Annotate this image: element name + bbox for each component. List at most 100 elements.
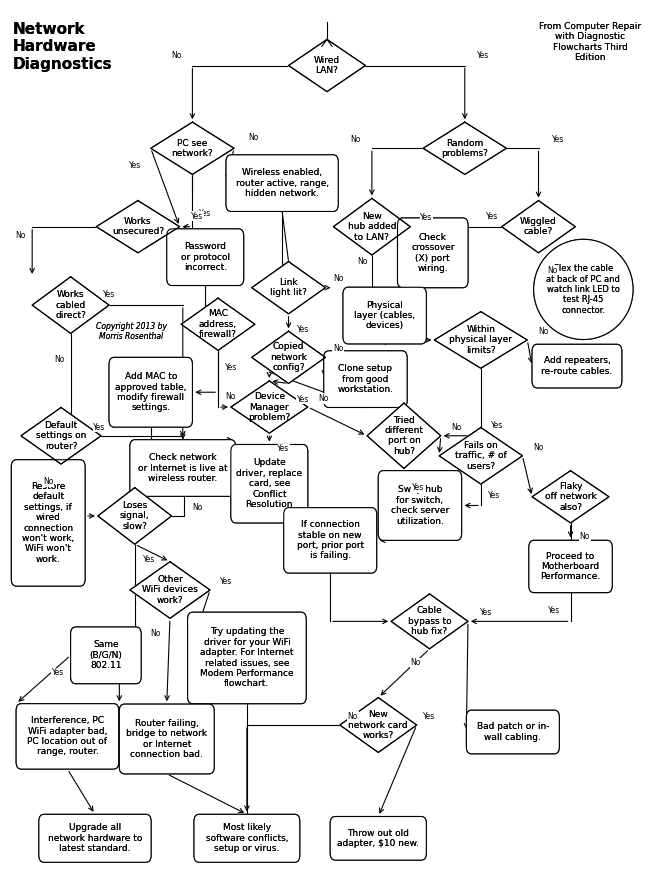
- Text: MAC
address,
firewall?: MAC address, firewall?: [199, 309, 237, 340]
- Text: Interference, PC
WiFi adapter bad,
PC location out of
range, router.: Interference, PC WiFi adapter bad, PC lo…: [27, 717, 107, 757]
- Text: Yes: Yes: [129, 161, 141, 170]
- FancyBboxPatch shape: [226, 155, 338, 212]
- Polygon shape: [334, 198, 410, 255]
- Text: Add repeaters,
re-route cables.: Add repeaters, re-route cables.: [542, 356, 613, 376]
- Text: Wiggled
cable?: Wiggled cable?: [520, 217, 557, 236]
- Text: New
hub added
to LAN?: New hub added to LAN?: [348, 212, 396, 242]
- FancyBboxPatch shape: [529, 541, 612, 593]
- Polygon shape: [98, 488, 171, 544]
- FancyBboxPatch shape: [532, 344, 622, 388]
- FancyBboxPatch shape: [330, 816, 426, 860]
- FancyBboxPatch shape: [529, 541, 612, 593]
- Text: Physical
layer (cables,
devices): Physical layer (cables, devices): [354, 300, 415, 331]
- Polygon shape: [252, 261, 326, 314]
- Text: No: No: [452, 422, 462, 431]
- Polygon shape: [340, 698, 417, 752]
- Text: Loses
signal,
slow?: Loses signal, slow?: [120, 501, 150, 531]
- Text: Swap hub
for switch,
check server
utilization.: Swap hub for switch, check server utiliz…: [391, 485, 449, 525]
- FancyBboxPatch shape: [466, 710, 559, 754]
- Text: Wired
LAN?: Wired LAN?: [314, 56, 340, 76]
- Text: Check
crossover
(X) port
wiring.: Check crossover (X) port wiring.: [411, 233, 455, 273]
- Text: If connection
stable on new
port, prior port
is failing.: If connection stable on new port, prior …: [297, 520, 364, 560]
- Text: Add MAC to
approved table,
modify firewall
settings.: Add MAC to approved table, modify firewa…: [115, 372, 186, 412]
- FancyBboxPatch shape: [130, 440, 235, 496]
- FancyBboxPatch shape: [71, 627, 141, 684]
- Text: Loses
signal,
slow?: Loses signal, slow?: [120, 501, 150, 531]
- Text: Other
WiFi devices
work?: Other WiFi devices work?: [142, 575, 198, 605]
- Text: Device
Manager
problem?: Device Manager problem?: [248, 392, 290, 422]
- Polygon shape: [423, 122, 506, 174]
- Text: Upgrade all
network hardware to
latest standard.: Upgrade all network hardware to latest s…: [48, 823, 142, 853]
- Text: No: No: [347, 712, 358, 721]
- FancyBboxPatch shape: [39, 814, 151, 862]
- Text: Bad patch or in-
wall cabling.: Bad patch or in- wall cabling.: [477, 722, 549, 741]
- Polygon shape: [98, 488, 171, 544]
- Text: Upgrade all
network hardware to
latest standard.: Upgrade all network hardware to latest s…: [48, 823, 142, 853]
- Text: New
hub added
to LAN?: New hub added to LAN?: [348, 212, 396, 242]
- FancyBboxPatch shape: [343, 287, 426, 344]
- Polygon shape: [150, 122, 234, 174]
- Text: Router failing,
bridge to network
or Internet
connection bad.: Router failing, bridge to network or Int…: [126, 719, 207, 759]
- FancyBboxPatch shape: [130, 440, 235, 496]
- Text: Within
physical layer
limits?: Within physical layer limits?: [449, 325, 512, 355]
- FancyBboxPatch shape: [378, 470, 462, 541]
- Text: Yes: Yes: [94, 422, 105, 431]
- Text: PC see
network?: PC see network?: [171, 139, 213, 158]
- Text: Yes: Yes: [486, 212, 498, 220]
- Text: Clone setup
from good
workstation.: Clone setup from good workstation.: [337, 364, 394, 394]
- FancyBboxPatch shape: [378, 470, 462, 541]
- Text: No: No: [410, 658, 421, 668]
- Polygon shape: [434, 312, 527, 368]
- Polygon shape: [252, 332, 326, 383]
- Text: Password
or protocol
incorrect.: Password or protocol incorrect.: [181, 243, 230, 272]
- FancyBboxPatch shape: [398, 218, 468, 288]
- Text: MAC
address,
firewall?: MAC address, firewall?: [199, 309, 237, 340]
- Text: Flex the cable
at back of PC and
watch link LED to
test RJ-45
connector.: Flex the cable at back of PC and watch l…: [547, 264, 620, 315]
- FancyBboxPatch shape: [284, 508, 377, 573]
- Text: Cable
bypass to
hub fix?: Cable bypass to hub fix?: [407, 606, 451, 637]
- Polygon shape: [367, 403, 441, 469]
- Text: No: No: [16, 231, 26, 240]
- Text: Works
unsecured?: Works unsecured?: [112, 217, 164, 236]
- Text: Yes: Yes: [103, 290, 115, 300]
- Text: Copyright 2013 by
Morris Rosenthal: Copyright 2013 by Morris Rosenthal: [96, 322, 167, 341]
- Text: Cable
bypass to
hub fix?: Cable bypass to hub fix?: [407, 606, 451, 637]
- FancyBboxPatch shape: [119, 704, 215, 773]
- Text: Throw out old
adapter, $10 new.: Throw out old adapter, $10 new.: [337, 829, 419, 848]
- Text: Fails on
traffic, # of
users?: Fails on traffic, # of users?: [455, 441, 507, 471]
- Text: Works
unsecured?: Works unsecured?: [112, 217, 164, 236]
- Text: Yes: Yes: [296, 395, 309, 404]
- FancyBboxPatch shape: [398, 218, 468, 288]
- Polygon shape: [231, 380, 308, 433]
- Text: Password
or protocol
incorrect.: Password or protocol incorrect.: [181, 243, 230, 272]
- FancyBboxPatch shape: [109, 357, 192, 427]
- FancyBboxPatch shape: [330, 816, 426, 860]
- FancyBboxPatch shape: [119, 704, 215, 773]
- FancyBboxPatch shape: [466, 710, 559, 754]
- Polygon shape: [532, 470, 609, 523]
- Text: Flaky
off network
also?: Flaky off network also?: [545, 482, 596, 512]
- Text: Same
(B/G/N)
802.11: Same (B/G/N) 802.11: [90, 640, 122, 670]
- Text: Yes: Yes: [199, 209, 211, 218]
- Text: Network
Hardware
Diagnostics: Network Hardware Diagnostics: [13, 22, 112, 72]
- Text: No: No: [533, 443, 543, 452]
- Text: No: No: [192, 502, 202, 512]
- Polygon shape: [96, 201, 180, 252]
- Polygon shape: [439, 428, 523, 485]
- FancyBboxPatch shape: [194, 814, 300, 862]
- Text: Check
crossover
(X) port
wiring.: Check crossover (X) port wiring.: [411, 233, 455, 273]
- Text: No: No: [351, 135, 361, 144]
- Text: Tried
different
port on
hub?: Tried different port on hub?: [385, 416, 423, 456]
- Polygon shape: [130, 562, 210, 619]
- Text: No: No: [318, 394, 329, 403]
- FancyBboxPatch shape: [231, 444, 308, 523]
- Text: Yes: Yes: [192, 212, 203, 220]
- Text: Add repeaters,
re-route cables.: Add repeaters, re-route cables.: [542, 356, 613, 376]
- Ellipse shape: [534, 239, 633, 340]
- Text: Interference, PC
WiFi adapter bad,
PC location out of
range, router.: Interference, PC WiFi adapter bad, PC lo…: [27, 717, 107, 757]
- Text: No: No: [248, 133, 258, 142]
- Text: From Computer Repair
with Diagnostic
Flowcharts Third
Edition: From Computer Repair with Diagnostic Flo…: [539, 22, 641, 62]
- Text: PC see
network?: PC see network?: [171, 139, 213, 158]
- Polygon shape: [502, 201, 576, 252]
- Polygon shape: [231, 380, 308, 433]
